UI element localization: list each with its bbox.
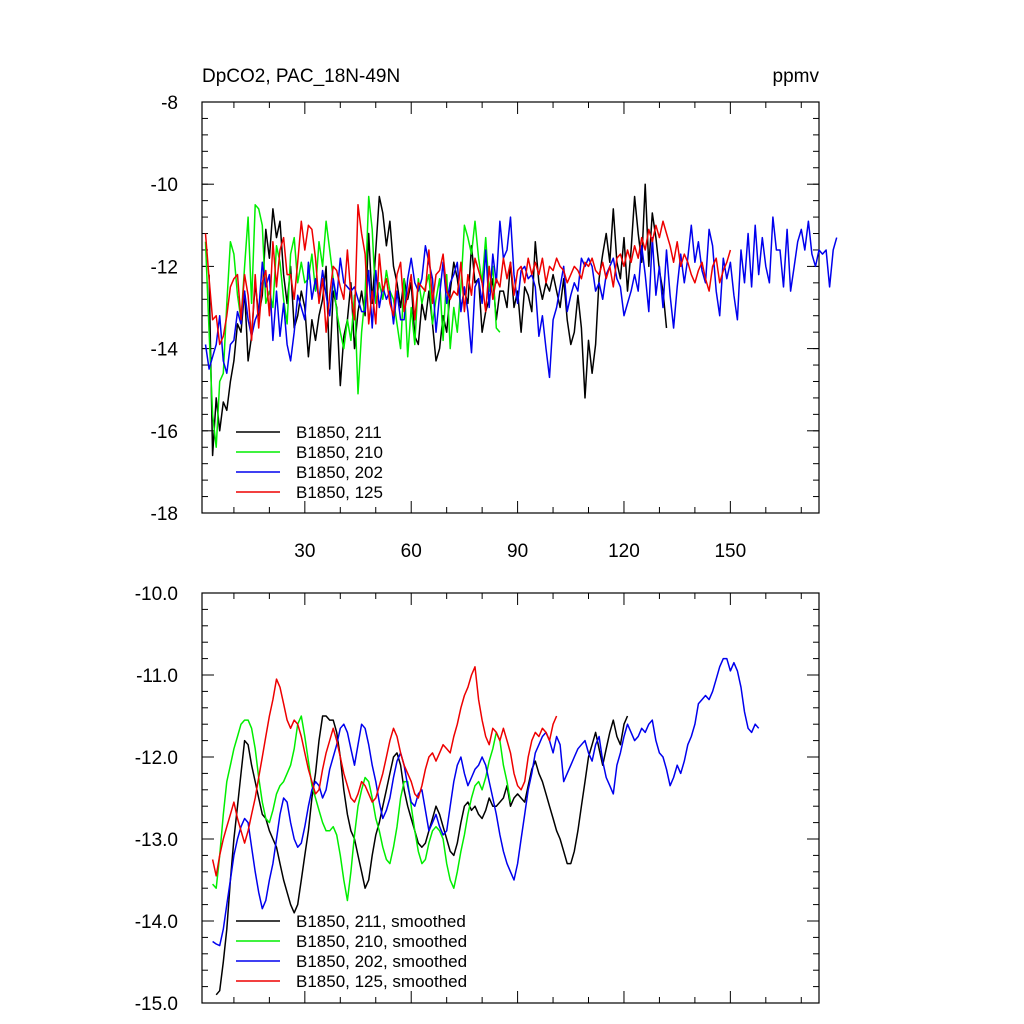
units-label: ppmv — [773, 66, 820, 87]
y-tick-label: -12.0 — [135, 748, 178, 769]
x-tick-label: 150 — [714, 541, 746, 562]
y-tick-label: -10.0 — [135, 584, 178, 605]
bottom-panel: -10.0 -11.0 -12.0 -13.0 -14.0 -15.0 B1850, 211… — [135, 584, 820, 1015]
series-line-1 — [212, 715, 512, 902]
series-line-3 — [204, 204, 732, 346]
y-tick-label: -14 — [151, 340, 179, 361]
chart-title: DpCO2, PAC_18N-49N — [202, 66, 400, 87]
y-tick-label: -10 — [151, 175, 178, 196]
legend-label: B1850, 210 — [296, 443, 383, 462]
plot-frame — [201, 101, 820, 514]
legend-label: B1850, 125 — [296, 483, 383, 502]
legend-label: B1850, 210, smoothed — [296, 932, 467, 951]
top-panel: DpCO2, PAC_18N-49N ppmv -8 -10 -12 -14 -16 -1… — [151, 66, 838, 562]
series-line-2 — [204, 216, 838, 379]
y-tick-label: -18 — [151, 504, 178, 525]
plot-frame — [201, 592, 820, 1004]
y-tick-label: -15.0 — [135, 994, 178, 1015]
x-tick-label: 30 — [294, 541, 315, 562]
y-tick-label: -16 — [151, 422, 178, 443]
x-tick-label: 60 — [401, 541, 422, 562]
y-tick-label: -11.0 — [136, 666, 178, 687]
y-tick-label: -8 — [161, 93, 178, 114]
series-line-3 — [211, 666, 558, 877]
legend-label: B1850, 211 — [296, 423, 382, 442]
series-line-0 — [215, 715, 629, 996]
legend-label: B1850, 202 — [296, 463, 383, 482]
y-tick-label: -12 — [151, 257, 178, 278]
legend-label: B1850, 202, smoothed — [296, 952, 467, 971]
y-tick-label: -13.0 — [135, 830, 178, 851]
series-line-0 — [208, 183, 668, 457]
legend-label: B1850, 125, smoothed — [296, 972, 467, 991]
x-tick-label: 120 — [608, 541, 640, 562]
legend-label: B1850, 211, smoothed — [296, 912, 466, 931]
y-tick-label: -14.0 — [135, 912, 178, 933]
x-tick-label: 90 — [507, 541, 528, 562]
series-line-1 — [204, 195, 501, 448]
series-line-2 — [212, 657, 760, 947]
